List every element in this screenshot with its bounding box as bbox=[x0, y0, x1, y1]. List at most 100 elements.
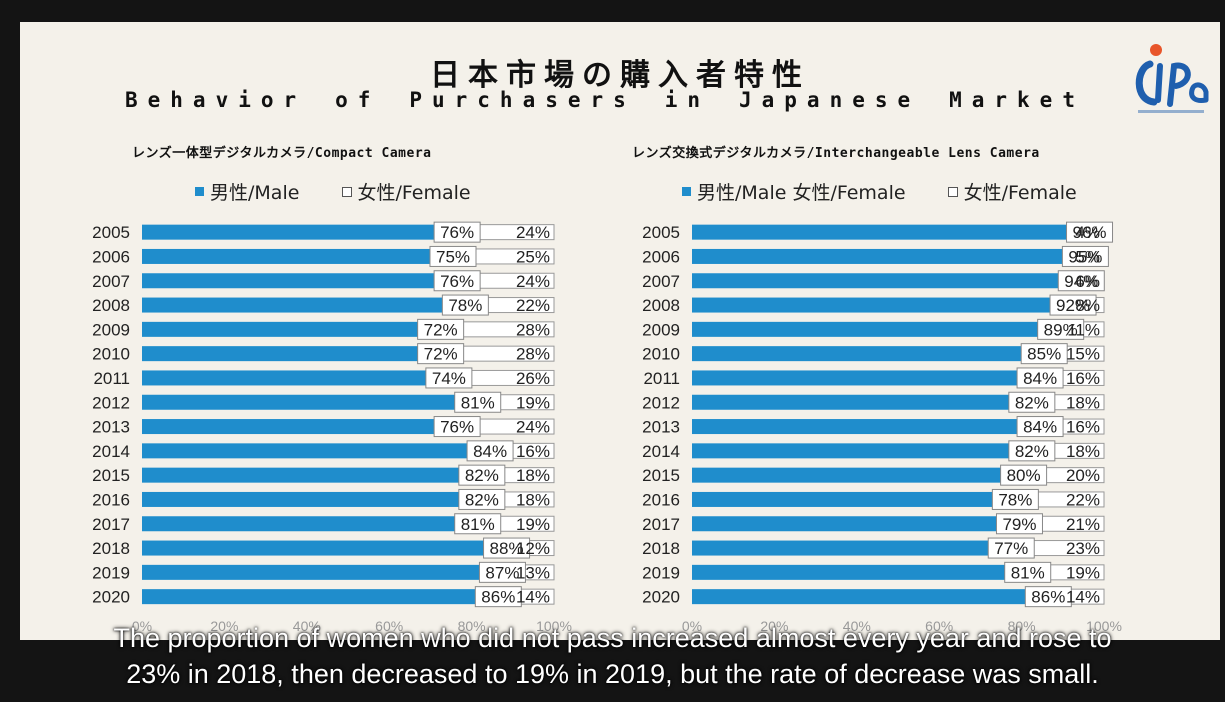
year-label: 2010 bbox=[642, 345, 680, 364]
x-tick-label: 0% bbox=[682, 618, 702, 634]
male-data-label: 75% bbox=[436, 247, 470, 266]
year-label: 2019 bbox=[92, 563, 130, 582]
female-data-label: 6% bbox=[1075, 272, 1100, 291]
female-data-label: 18% bbox=[1066, 393, 1100, 412]
male-swatch bbox=[195, 187, 204, 196]
male-label-box bbox=[987, 537, 1035, 559]
male-bar bbox=[142, 564, 501, 580]
x-tick-label: 80% bbox=[458, 618, 486, 634]
male-data-label: 81% bbox=[1011, 563, 1045, 582]
male-data-label: 82% bbox=[1015, 442, 1049, 461]
male-data-label: 78% bbox=[448, 296, 482, 315]
female-data-label: 24% bbox=[516, 418, 550, 437]
male-data-label: 84% bbox=[1023, 369, 1057, 388]
male-data-label: 78% bbox=[998, 490, 1032, 509]
male-bar bbox=[692, 419, 1039, 435]
male-bar bbox=[142, 297, 464, 313]
male-label-box bbox=[1061, 245, 1109, 267]
male-data-label: 94% bbox=[1064, 272, 1098, 291]
year-label: 2014 bbox=[92, 442, 130, 461]
year-label: 2007 bbox=[92, 272, 130, 291]
caption-line: 23% in 2018, then decreased to 19% in 20… bbox=[126, 659, 1099, 689]
male-label-box bbox=[458, 464, 506, 486]
cipa-logo bbox=[1135, 44, 1209, 113]
male-data-label: 76% bbox=[440, 223, 474, 242]
male-label-box bbox=[991, 488, 1039, 510]
female-data-label: 14% bbox=[1066, 588, 1100, 607]
male-bar bbox=[692, 540, 1010, 556]
female-data-label: 24% bbox=[516, 223, 550, 242]
female-data-label: 13% bbox=[516, 563, 550, 582]
female-data-label: 5% bbox=[1075, 247, 1100, 266]
female-data-label: 18% bbox=[1066, 442, 1100, 461]
title-english-word: Behavior bbox=[125, 88, 307, 112]
male-bar bbox=[142, 248, 451, 264]
year-label: 2018 bbox=[642, 539, 680, 558]
male-bar bbox=[142, 467, 480, 483]
compact-chart-title: レンズ一体型デジタルカメラ/Compact Camera bbox=[132, 146, 432, 161]
male-label-box bbox=[1037, 318, 1085, 340]
x-tick-label: 20% bbox=[210, 618, 238, 634]
x-tick-label: 100% bbox=[1086, 618, 1122, 634]
year-label: 2009 bbox=[642, 320, 680, 339]
male-bar bbox=[142, 273, 456, 289]
year-label: 2013 bbox=[642, 418, 680, 437]
female-data-label: 23% bbox=[1066, 539, 1100, 558]
male-label-box bbox=[458, 488, 506, 510]
male-bar bbox=[692, 346, 1043, 362]
male-swatch bbox=[682, 187, 691, 196]
year-label: 2012 bbox=[92, 393, 130, 412]
x-tick-label: 40% bbox=[293, 618, 321, 634]
male-data-label: 84% bbox=[1023, 418, 1057, 437]
compact-legend: 男性/Male 女性/Female bbox=[195, 178, 471, 205]
year-label: 2010 bbox=[92, 345, 130, 364]
year-label: 2015 bbox=[642, 466, 680, 485]
year-label: 2020 bbox=[92, 588, 130, 607]
male-bar bbox=[692, 370, 1039, 386]
title-english-word: Market bbox=[949, 88, 1085, 112]
male-label-box bbox=[417, 318, 465, 340]
male-label-box bbox=[433, 270, 481, 292]
male-data-label: 82% bbox=[1015, 393, 1049, 412]
male-data-label: 76% bbox=[440, 418, 474, 437]
male-bar bbox=[142, 321, 439, 337]
year-label: 2019 bbox=[642, 563, 680, 582]
male-bar bbox=[692, 589, 1047, 605]
male-label-box bbox=[466, 440, 514, 462]
male-label-box bbox=[454, 391, 502, 413]
male-bar bbox=[142, 540, 505, 556]
legend-male-label: 男性/Male bbox=[210, 182, 300, 204]
year-label: 2006 bbox=[642, 247, 680, 266]
female-data-label: 18% bbox=[516, 490, 550, 509]
female-data-label: 21% bbox=[1066, 515, 1100, 534]
female-data-label: 22% bbox=[1066, 490, 1100, 509]
male-data-label: 88% bbox=[490, 539, 524, 558]
male-label-box bbox=[1049, 294, 1097, 316]
male-data-label: 82% bbox=[465, 466, 499, 485]
male-label-box bbox=[417, 343, 465, 365]
x-tick-label: 100% bbox=[536, 618, 572, 634]
year-label: 2006 bbox=[92, 247, 130, 266]
male-label-box bbox=[1066, 221, 1114, 243]
female-data-label: 19% bbox=[516, 393, 550, 412]
year-label: 2011 bbox=[93, 369, 130, 388]
male-label-box bbox=[454, 513, 502, 535]
male-label-box bbox=[1008, 391, 1056, 413]
video-caption: The proportion of women who did not pass… bbox=[0, 620, 1225, 692]
male-data-label: 96% bbox=[1073, 223, 1107, 242]
female-swatch bbox=[341, 186, 352, 197]
male-label-box bbox=[1016, 416, 1064, 438]
male-bar bbox=[692, 467, 1022, 483]
male-bar bbox=[142, 370, 447, 386]
x-tick-label: 60% bbox=[925, 618, 953, 634]
female-data-label: 26% bbox=[516, 369, 550, 388]
male-data-label: 84% bbox=[473, 442, 507, 461]
female-data-label: 20% bbox=[1066, 466, 1100, 485]
female-swatch bbox=[947, 186, 958, 197]
year-label: 2005 bbox=[642, 223, 680, 242]
male-data-label: 76% bbox=[440, 272, 474, 291]
interchangeable-lens-chart: 2005 96%4% 2006 95%5% 2007 94%6% 2008 92%8% 2009… bbox=[642, 221, 1122, 634]
male-label-box bbox=[429, 245, 477, 267]
male-label-box bbox=[1057, 270, 1105, 292]
year-label: 2011 bbox=[643, 369, 680, 388]
